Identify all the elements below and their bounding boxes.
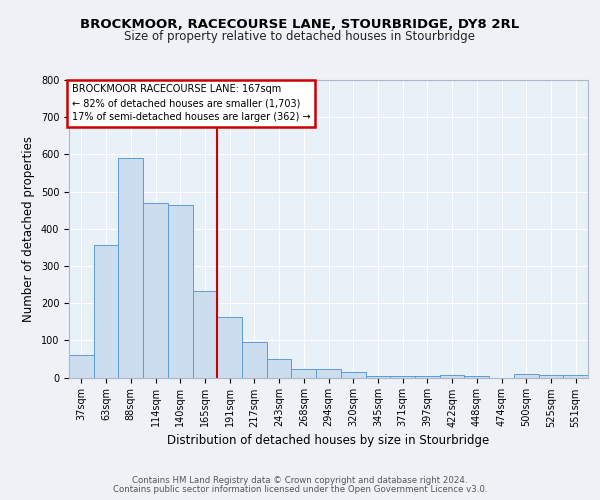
- Bar: [94, 244, 118, 378]
- Bar: [217, 317, 242, 378]
- Bar: [316, 370, 341, 378]
- Bar: [193, 291, 217, 378]
- Bar: [267, 359, 292, 378]
- Bar: [69, 355, 94, 378]
- Bar: [539, 374, 563, 378]
- Text: Contains public sector information licensed under the Open Government Licence v3: Contains public sector information licen…: [113, 485, 487, 494]
- Bar: [143, 204, 168, 378]
- Text: Contains HM Land Registry data © Crown copyright and database right 2024.: Contains HM Land Registry data © Crown c…: [132, 476, 468, 485]
- Bar: [242, 342, 267, 378]
- Bar: [292, 370, 316, 378]
- Bar: [118, 158, 143, 378]
- Bar: [440, 374, 464, 378]
- Bar: [464, 376, 489, 378]
- Bar: [168, 204, 193, 378]
- X-axis label: Distribution of detached houses by size in Stourbridge: Distribution of detached houses by size …: [167, 434, 490, 446]
- Bar: [415, 376, 440, 378]
- Y-axis label: Number of detached properties: Number of detached properties: [22, 136, 35, 322]
- Text: BROCKMOOR RACECOURSE LANE: 167sqm
← 82% of detached houses are smaller (1,703)
1: BROCKMOOR RACECOURSE LANE: 167sqm ← 82% …: [71, 84, 310, 122]
- Bar: [563, 374, 588, 378]
- Bar: [341, 372, 365, 378]
- Bar: [365, 376, 390, 378]
- Bar: [390, 376, 415, 378]
- Text: Size of property relative to detached houses in Stourbridge: Size of property relative to detached ho…: [125, 30, 476, 43]
- Text: BROCKMOOR, RACECOURSE LANE, STOURBRIDGE, DY8 2RL: BROCKMOOR, RACECOURSE LANE, STOURBRIDGE,…: [80, 18, 520, 30]
- Bar: [514, 374, 539, 378]
